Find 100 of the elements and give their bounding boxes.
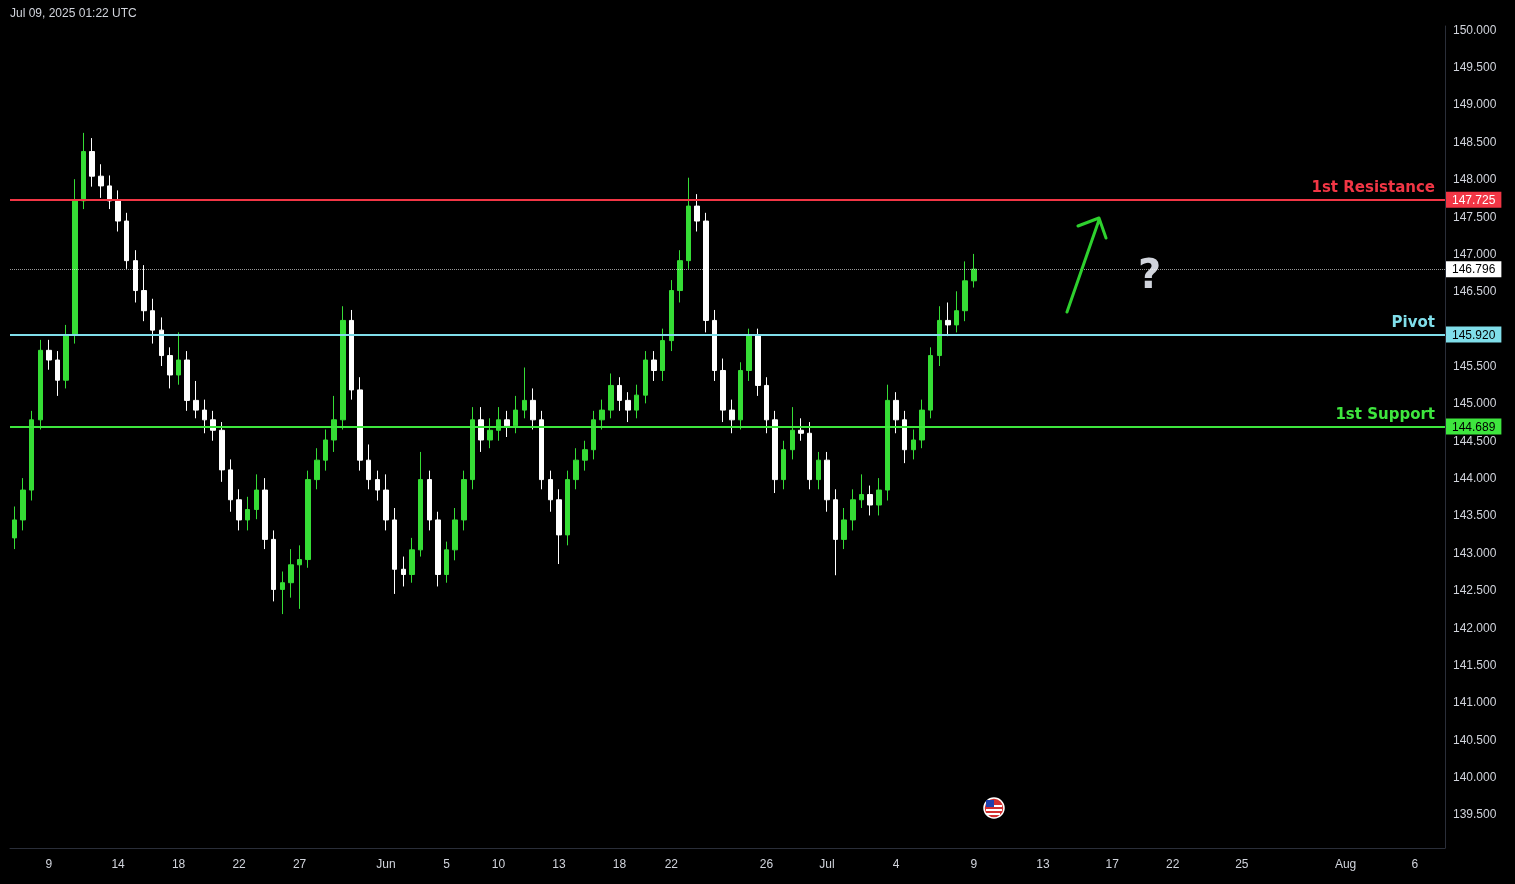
- candlestick: [98, 163, 104, 199]
- candlestick: [954, 290, 959, 333]
- text: Jul 09, 2025 01:22 UTC: [10, 6, 137, 20]
- y-tick-label: 144.500: [1453, 433, 1497, 448]
- y-tick-label: 141.500: [1453, 657, 1497, 672]
- candlestick: [686, 177, 691, 270]
- candlestick: [159, 316, 164, 367]
- candlestick: [323, 429, 328, 472]
- candlestick: [945, 301, 951, 337]
- y-tick-label: 142.000: [1453, 620, 1497, 635]
- candlestick: [522, 367, 527, 419]
- x-tick-label: Jul: [819, 857, 835, 871]
- candlestick: [314, 447, 320, 490]
- text: 147.725: [1452, 192, 1496, 207]
- y-tick-label: 147.500: [1453, 209, 1497, 224]
- candlestick: [280, 571, 285, 615]
- candlestick: [176, 331, 181, 386]
- candlestick: [288, 548, 294, 599]
- candlestick: [262, 477, 268, 550]
- x-tick-label: 22: [1166, 857, 1180, 871]
- candlestick: [530, 387, 536, 431]
- candlestick: [850, 488, 856, 531]
- x-tick-label: 17: [1105, 857, 1120, 871]
- x-tick-label: 5: [443, 857, 451, 871]
- y-tick-label: 148.500: [1453, 134, 1497, 149]
- x-tick-label: Aug: [1334, 857, 1357, 871]
- x-tick-label: 22: [232, 857, 247, 871]
- text: 146.796: [1452, 262, 1496, 277]
- candlestick: [366, 443, 371, 490]
- candlestick: [141, 264, 147, 322]
- candlestick: [89, 137, 95, 188]
- x-tick-label: 14: [111, 857, 126, 871]
- candlestick: [63, 324, 69, 389]
- candlestick: [781, 440, 786, 490]
- x-tick-label: 9: [45, 857, 53, 871]
- candlestick: [305, 470, 311, 569]
- candlestick: [720, 358, 726, 423]
- candlestick: [115, 189, 121, 232]
- y-tick-label: 140.000: [1453, 770, 1497, 785]
- candlestick: [383, 473, 389, 531]
- candlestick: [902, 410, 907, 464]
- y-tick-label: 147.000: [1453, 246, 1497, 261]
- ref-line-label: 1st Support: [1335, 405, 1436, 424]
- candlestick: [971, 253, 977, 289]
- candlestick: [573, 447, 579, 490]
- x-tick-label: 4: [892, 857, 900, 871]
- candlestick: [297, 544, 302, 610]
- candlestick: [798, 417, 804, 442]
- x-tick-label: 13: [1036, 857, 1051, 871]
- candlestick: [634, 384, 639, 419]
- candlestick: [202, 399, 207, 434]
- candlestick: [669, 279, 674, 352]
- candlestick: [694, 193, 700, 232]
- candlestick: [962, 260, 968, 322]
- candlestick: [824, 451, 830, 513]
- candlestick: [859, 473, 864, 509]
- candlestick: [133, 249, 138, 303]
- candlestick: [746, 328, 752, 382]
- candlestick: [184, 350, 190, 412]
- candlestick: [539, 410, 544, 490]
- y-tick-label: 146.500: [1453, 284, 1497, 299]
- candlestick: [357, 376, 363, 472]
- x-tick-label: 18: [612, 857, 627, 871]
- candlestick: [772, 410, 778, 494]
- candlestick: [548, 470, 553, 513]
- candlestick: [124, 212, 129, 270]
- y-tick-label: 143.500: [1453, 508, 1497, 523]
- x-tick-label: 25: [1235, 857, 1249, 871]
- candlestick: [816, 451, 821, 490]
- candlestick: [617, 376, 622, 412]
- x-tick-label: 18: [171, 857, 186, 871]
- x-tick-label: 26: [759, 857, 774, 871]
- y-tick-label: 149.000: [1453, 97, 1497, 112]
- text: 144.689: [1452, 419, 1496, 434]
- candlestick: [271, 529, 276, 602]
- candlestick: [660, 328, 665, 382]
- candlestick: [435, 511, 441, 587]
- x-tick-label: Jun: [376, 857, 396, 871]
- candlestick: [608, 372, 614, 419]
- candlestick: [72, 178, 78, 345]
- candlestick: [911, 429, 916, 460]
- ref-line-label: 1st Resistance: [1311, 178, 1435, 197]
- candlestick: [392, 507, 397, 595]
- candlestick: [651, 350, 657, 382]
- y-tick-label: 139.500: [1453, 807, 1497, 822]
- candlestick: [55, 350, 60, 397]
- candlestick: [556, 488, 562, 565]
- candlestick: [167, 346, 173, 389]
- x-tick-label: 6: [1411, 857, 1419, 871]
- candlestick: [401, 556, 406, 587]
- x-tick-label: 13: [552, 857, 566, 871]
- y-tick-label: 148.000: [1453, 172, 1497, 187]
- candlestick: [461, 470, 467, 531]
- candlestick: [841, 507, 847, 550]
- candlestick: [219, 421, 225, 483]
- candlestick: [565, 470, 570, 546]
- candlestick: [81, 132, 86, 210]
- x-tick-label: 27: [292, 857, 307, 871]
- y-tick-label: 140.500: [1453, 732, 1497, 747]
- candlestick: [150, 298, 155, 345]
